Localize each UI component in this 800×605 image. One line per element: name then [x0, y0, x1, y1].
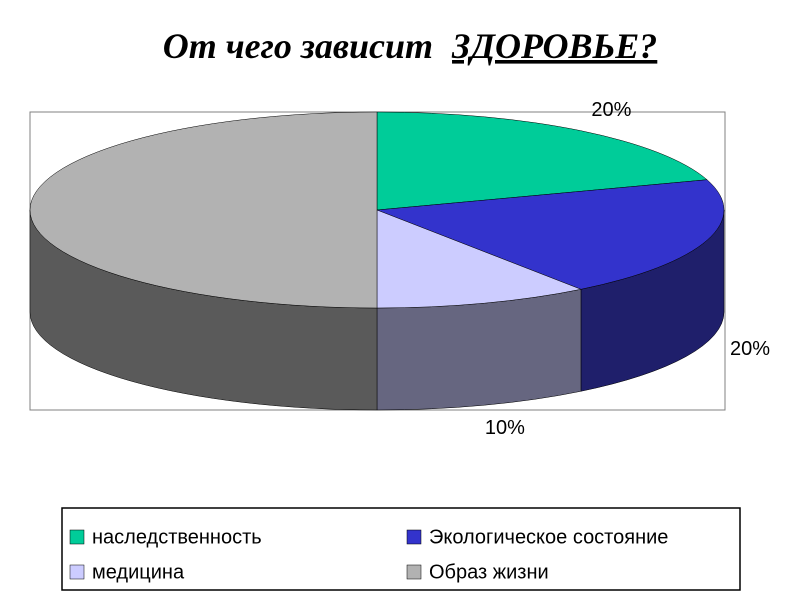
- data-label: 20%: [730, 338, 770, 360]
- data-label: 20%: [591, 99, 631, 121]
- data-label: 10%: [485, 417, 525, 439]
- legend-swatch: [69, 564, 85, 580]
- legend-swatch: [69, 529, 85, 545]
- slice: [376, 209, 582, 309]
- legend-box: [61, 507, 741, 591]
- legend-label: наследственность: [92, 526, 262, 548]
- slice: [29, 111, 378, 309]
- chart-title: От чего зависит ЗДОРОВЬЕ?: [163, 26, 658, 66]
- slice: [376, 179, 725, 290]
- legend-label: Экологическое состояние: [429, 526, 668, 548]
- legend-label: медицина: [92, 561, 185, 583]
- legend-label: Образ жизни: [429, 561, 549, 583]
- title-part: От чего зависит: [163, 26, 433, 66]
- title-emphasis: ЗДОРОВЬЕ?: [451, 26, 657, 66]
- slice: [376, 111, 708, 211]
- legend-swatch: [406, 564, 422, 580]
- legend-swatch: [406, 529, 422, 545]
